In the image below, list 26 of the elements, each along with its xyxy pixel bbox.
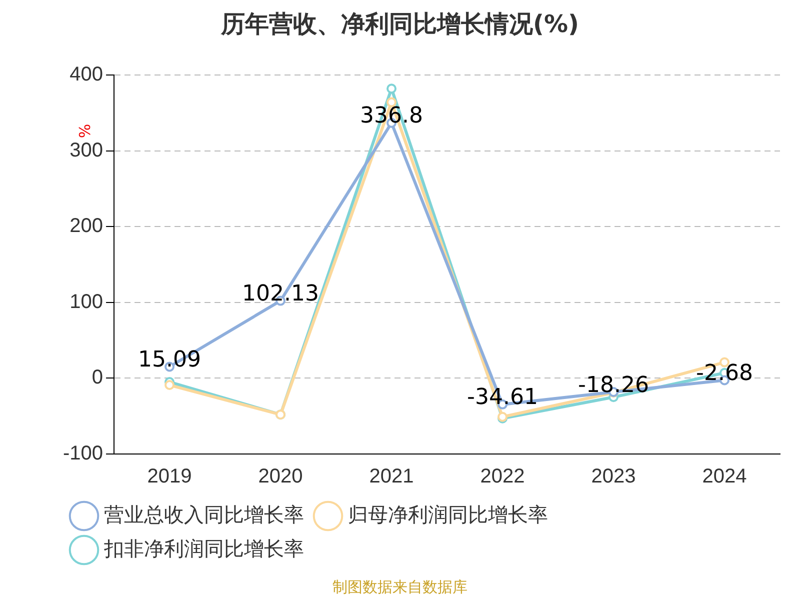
data-label: 336.8 <box>360 104 424 129</box>
legend-label: 扣非净利润同比增长率 <box>103 538 304 561</box>
data-label: 102.13 <box>242 282 320 307</box>
y-tick-label: 0 <box>92 366 104 389</box>
x-tick-label: 2019 <box>147 466 192 488</box>
x-tick-label: 2021 <box>369 466 414 488</box>
data-label: -34.61 <box>467 385 538 410</box>
y-tick-label: -100 <box>63 442 104 465</box>
x-tick-label: 2020 <box>258 466 303 488</box>
legend-label: 营业总收入同比增长率 <box>104 504 304 527</box>
y-tick-label: 100 <box>70 290 104 313</box>
y-axis-title: % <box>76 124 94 138</box>
point <box>386 84 397 94</box>
y-tick-label: 200 <box>70 215 104 238</box>
chart-title: 历年营收、净利同比增长情况(%) <box>220 9 580 40</box>
x-tick-label: 2022 <box>480 466 525 488</box>
data-label: -18.26 <box>578 372 649 398</box>
y-tick-label: 400 <box>70 64 104 86</box>
legend-label: 归母净利润同比增长率 <box>348 504 548 527</box>
data-label: 15.09 <box>138 347 202 372</box>
point <box>164 380 175 390</box>
y-tick-label: 300 <box>70 139 104 162</box>
x-tick-label: 2023 <box>591 466 636 488</box>
data-label: -2.68 <box>696 360 753 386</box>
x-tick-label: 2024 <box>702 466 747 488</box>
text: 制图数据来自数据库 <box>332 578 468 597</box>
